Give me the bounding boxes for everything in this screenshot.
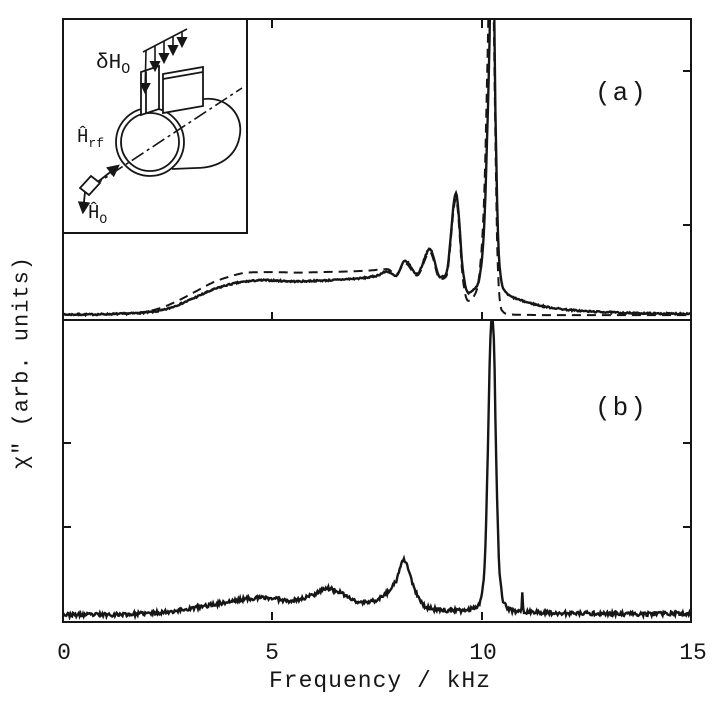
plot-area: [62, 18, 692, 623]
panel-a-curves: [64, 20, 690, 318]
series-b-solid: [64, 321, 690, 620]
x-tick-label-5: 5: [265, 640, 279, 666]
modulation-field-label: δHO: [96, 52, 131, 79]
panel-a-label: (a): [595, 78, 648, 108]
left-plate: [140, 64, 160, 117]
x-tick-label-10: 10: [469, 640, 497, 666]
series-a-dashed: [64, 20, 690, 317]
panel-b-label: (b): [595, 393, 648, 423]
static-field-label: ĤO: [88, 202, 108, 227]
series-a-solid: [64, 20, 690, 318]
rf-field-label: Ĥrf: [77, 126, 105, 151]
field-loop: [78, 174, 102, 197]
coil-body: [171, 97, 242, 170]
modulation-field-arrows: [139, 28, 188, 95]
inset-diagram: [62, 18, 248, 234]
y-axis-label: χ″ (arb. units): [9, 255, 35, 470]
spectra-plot: [62, 18, 692, 623]
x-tick-label-15: 15: [679, 640, 707, 666]
static-field-arrow: [77, 191, 91, 215]
right-plate-edge: [162, 71, 204, 80]
x-tick-label-0: 0: [57, 640, 71, 666]
right-plate: [162, 65, 204, 115]
coil-ring-outer: [115, 107, 185, 177]
panel-b-curves: [64, 321, 690, 620]
x-axis-label: Frequency / kHz: [268, 668, 492, 694]
coil-ring-inner: [120, 112, 180, 172]
